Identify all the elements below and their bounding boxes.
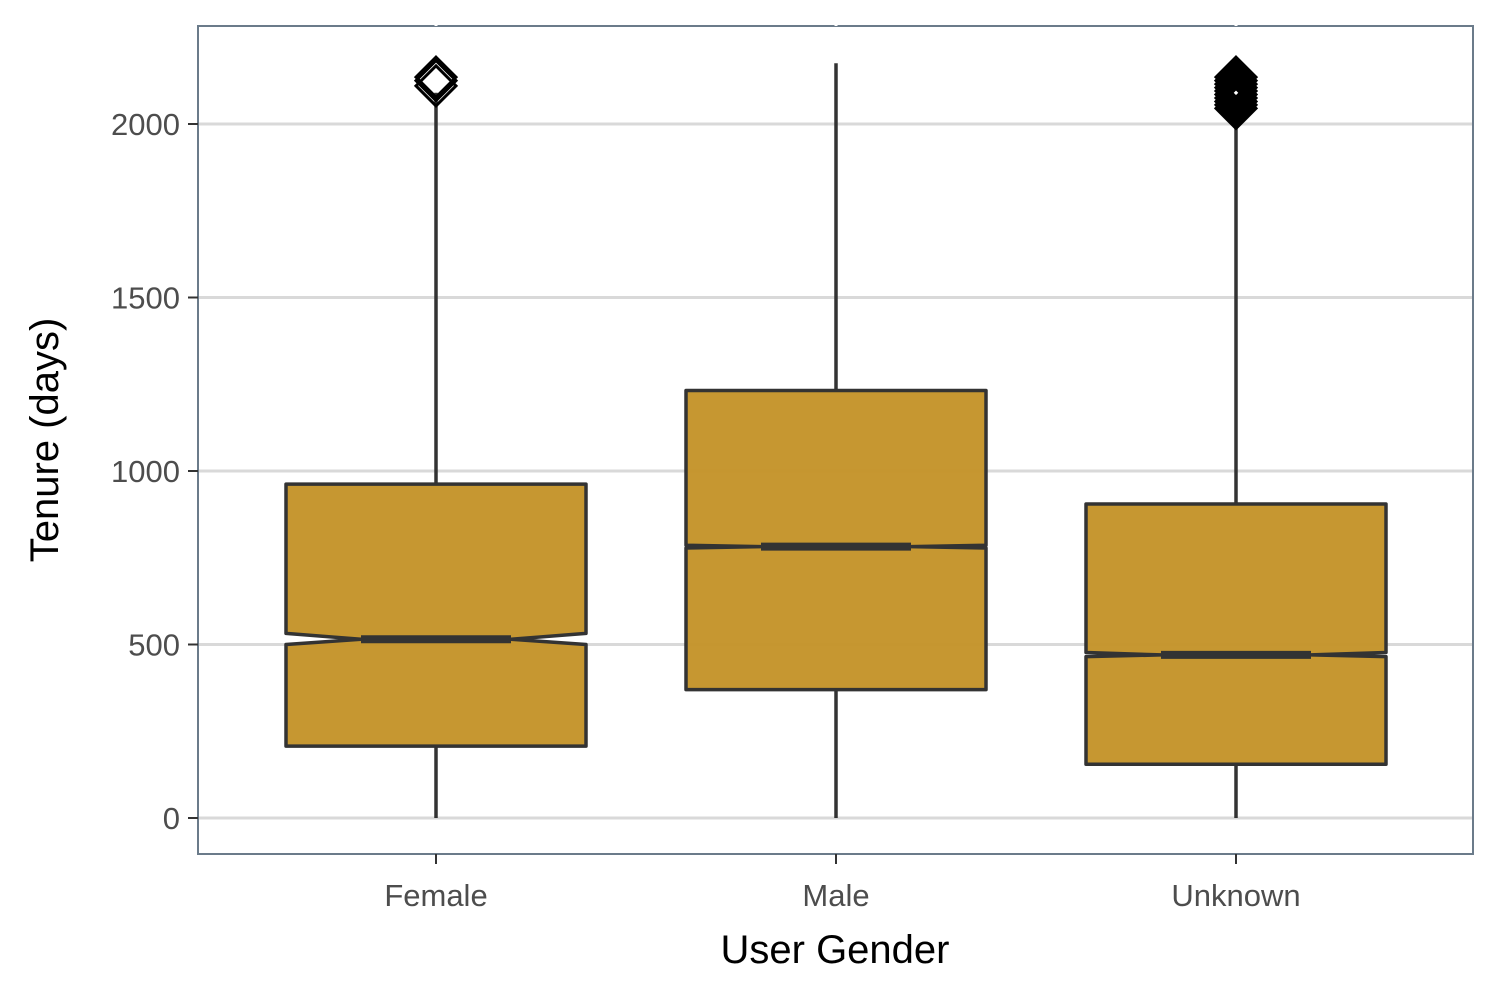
outlier-point [1213,65,1259,110]
outlier-point [1213,55,1259,100]
outlier-point [1213,58,1259,103]
y-tick-label: 1000 [111,454,180,489]
x-axis-title: User Gender [721,928,950,972]
y-tick-label: 0 [163,801,180,836]
y-tick-label: 2000 [111,107,180,142]
x-tick-label: Female [384,878,487,913]
y-tick-label: 1500 [111,281,180,316]
x-tick-label: Unknown [1171,878,1300,913]
box-female [284,482,588,748]
x-tick-label: Male [802,878,869,913]
box-unknown [1084,502,1388,766]
outlier-point [413,55,459,100]
y-axis-title: Tenure (days) [23,318,67,563]
outlier-point [413,58,459,103]
axes: 0 500 1000 1500 2000 Female Male Unknown [111,18,1301,913]
box-male [684,388,988,692]
boxes [284,63,1388,818]
outlier-point [413,63,459,108]
y-tick-label: 500 [128,628,180,663]
outlier-point [1213,61,1259,107]
outliers [413,55,1259,131]
